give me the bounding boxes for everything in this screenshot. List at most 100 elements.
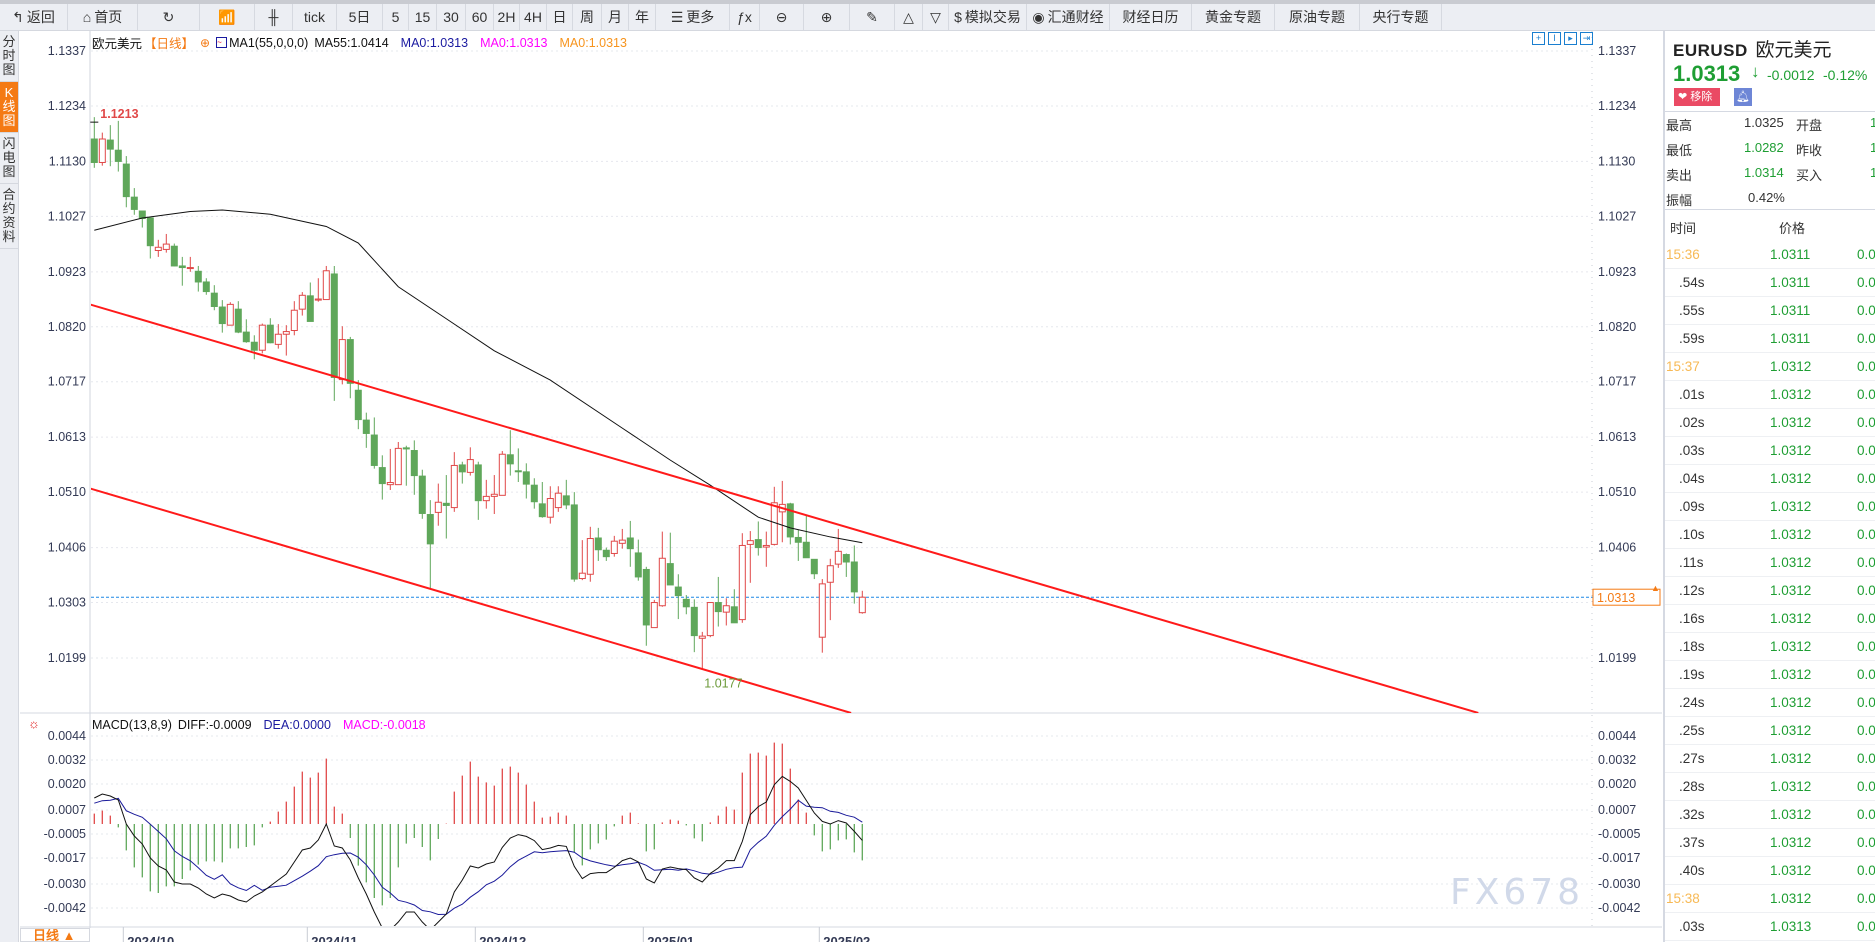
menu-button[interactable]: ☰ 更多: [656, 4, 730, 30]
candle: [354, 380, 362, 430]
crosshair-icon[interactable]: +: [1532, 32, 1545, 45]
tick-change: 0.00: [1857, 835, 1875, 850]
candle-body: [410, 450, 418, 477]
tick-row: 15:37 1.0312 0.00: [1665, 353, 1875, 381]
tick-row: .59s 1.0311 0.00: [1665, 325, 1875, 353]
tick-change: 0.00: [1857, 919, 1875, 934]
candle-body: [434, 501, 442, 513]
candle: [514, 448, 522, 482]
back-arrow-button[interactable]: ↰ 返回: [0, 4, 68, 30]
button-label: 央行专题: [1372, 9, 1429, 25]
triangle-down-button[interactable]: ▽: [923, 4, 949, 30]
quote-change-pct: -0.12%: [1823, 67, 1868, 83]
button-label: 4H: [524, 9, 542, 25]
tick-time: .09s: [1679, 499, 1705, 514]
sidebar-tab-flash[interactable]: 闪电图: [0, 133, 18, 184]
dollar-button[interactable]: $ 模拟交易: [949, 4, 1027, 30]
tick-price: 1.0312: [1770, 611, 1812, 626]
tick-row: .40s 1.0312 0.00: [1665, 857, 1875, 885]
triangle-up-button[interactable]: △: [895, 4, 923, 30]
candle-body: [338, 339, 346, 381]
period-tick-button[interactable]: tick: [293, 4, 337, 30]
period-30-button[interactable]: 30: [437, 4, 466, 30]
tick-change: 0.00: [1857, 779, 1875, 794]
logo-button[interactable]: ◉ 汇通财经: [1027, 4, 1110, 30]
remove-favorite-button[interactable]: ❤ 移除: [1674, 88, 1720, 106]
period-月-button[interactable]: 月: [602, 4, 629, 30]
candle: [178, 256, 186, 286]
sidebar-tab-kline[interactable]: K线图: [0, 82, 18, 133]
quote-symbol: EURUSD: [1673, 41, 1748, 60]
candle-body: [594, 537, 602, 551]
candle: [626, 520, 634, 567]
period-5日-button[interactable]: 5日: [337, 4, 383, 30]
candle: [194, 265, 202, 292]
period-2H-button[interactable]: 2H: [494, 4, 520, 30]
stat-value: 1.0325: [1744, 115, 1784, 130]
candle: [482, 479, 490, 509]
candlestick-button[interactable]: ╫: [255, 4, 293, 30]
candle: [474, 461, 482, 520]
period-日-button[interactable]: 日: [547, 4, 573, 30]
candle-body: [666, 563, 674, 586]
divider: [1665, 111, 1875, 112]
period-15-button[interactable]: 15: [409, 4, 437, 30]
play-icon[interactable]: ▸: [1564, 32, 1577, 45]
period-5-button[interactable]: 5: [383, 4, 409, 30]
period-财经日历-button[interactable]: 财经日历: [1110, 4, 1192, 30]
period-周-button[interactable]: 周: [573, 4, 602, 30]
fx-button[interactable]: ƒx: [730, 4, 760, 30]
period-tab-daily[interactable]: 日线 ▲: [20, 928, 90, 942]
stat-label: 卖出: [1666, 168, 1693, 183]
indicator-settings-icon[interactable]: ⊕: [200, 35, 211, 50]
sidebar-tab-contract-info[interactable]: 合约资料: [0, 184, 18, 249]
sidebar-tab-timeshare[interactable]: 分时图: [0, 31, 18, 82]
candle: [458, 461, 466, 484]
candle-body: [330, 273, 338, 378]
tick-price: 1.0312: [1770, 583, 1812, 598]
button-label: 15: [414, 9, 431, 25]
candle-body: [762, 544, 770, 548]
candle: [170, 243, 178, 267]
button-label: 5日: [348, 9, 371, 25]
home-button[interactable]: ⌂ 首页: [68, 4, 138, 30]
tick-price: 1.0312: [1770, 471, 1812, 486]
candle-body: [570, 504, 578, 580]
legend-period[interactable]: 【日线】: [144, 37, 195, 51]
toolbar: ↰ 返回 ⌂ 首页 ↻ 📶 ╫ tick 5日 5 15 30 60 2H 4H 日周月年 ☰ 更多 ƒx ⊖ ⊕ ✎ △ ▽…: [0, 4, 1875, 31]
macd-tick-label-right: 0.0007: [1598, 803, 1636, 817]
period-央行专题-button[interactable]: 央行专题: [1360, 4, 1442, 30]
watermark-logo: FX678: [1450, 872, 1585, 913]
period-黄金专题-button[interactable]: 黄金专题: [1192, 4, 1275, 30]
tick-row: .37s 1.0312 0.00: [1665, 829, 1875, 857]
period-4H-button[interactable]: 4H: [520, 4, 547, 30]
view-sidebar: 分时图 K线图 闪电图 合约资料: [0, 31, 19, 942]
candle: [330, 265, 338, 401]
zoom-out-button[interactable]: ⊖: [760, 4, 804, 30]
bar-chart-button[interactable]: 📶: [200, 4, 255, 30]
period-60-button[interactable]: 60: [466, 4, 494, 30]
ma-indicator-icon[interactable]: ~: [216, 37, 228, 48]
tick-change: 0.00: [1857, 331, 1875, 346]
zoom-in-button[interactable]: ⊕: [804, 4, 850, 30]
tick-change: 0.00: [1857, 359, 1875, 374]
price-tick-label-right: 1.0923: [1598, 265, 1636, 279]
tick-change: 0.00: [1857, 667, 1875, 682]
refresh-button[interactable]: ↻: [138, 4, 200, 30]
period-原油专题-button[interactable]: 原油专题: [1275, 4, 1360, 30]
candle: [538, 481, 546, 518]
candle: [562, 479, 570, 510]
channel-trendline: [91, 303, 1479, 713]
period-年-button[interactable]: 年: [629, 4, 656, 30]
candle-body: [122, 163, 130, 198]
price-tick-label-right: 1.1234: [1598, 99, 1636, 113]
bell-alert-button[interactable]: 🔔︎: [1734, 88, 1752, 106]
macd-settings-icon[interactable]: ☼: [28, 716, 40, 731]
candle: [234, 301, 242, 334]
candle: [738, 533, 746, 623]
fit-range-icon[interactable]: I: [1548, 32, 1561, 45]
tick-price: 1.0312: [1770, 443, 1812, 458]
pen-button[interactable]: ✎: [850, 4, 895, 30]
go-latest-icon[interactable]: ⇥: [1580, 32, 1593, 45]
